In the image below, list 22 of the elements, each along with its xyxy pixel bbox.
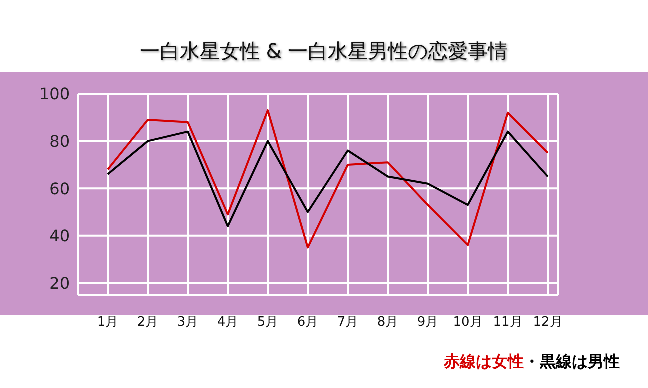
x-tick-label: 1月 <box>97 315 119 330</box>
line-series <box>107 110 549 249</box>
x-tick-label: 7月 <box>337 315 359 330</box>
x-tick-label: 6月 <box>297 315 319 330</box>
x-tick-label: 12月 <box>533 315 563 330</box>
text: 赤線は女性 <box>444 352 524 371</box>
y-tick-label: 20 <box>50 274 70 293</box>
y-tick-label: 40 <box>50 226 70 246</box>
line-series <box>107 130 549 228</box>
x-tick-label: 4月 <box>217 315 239 330</box>
chart-title: 一白水星女性 & 一白水星男性の恋愛事情 <box>138 38 510 65</box>
x-tick-label: 3月 <box>177 315 199 330</box>
x-tick-label: 9月 <box>417 315 439 330</box>
x-tick-label: 11月 <box>493 315 523 330</box>
x-tick-label: 10月 <box>453 315 483 330</box>
text: ・黒線は男性 <box>524 352 620 371</box>
y-tick-label: 80 <box>50 132 70 151</box>
x-tick-label: 5月 <box>257 315 279 330</box>
x-tick-label: 2月 <box>137 315 159 330</box>
x-tick-label: 8月 <box>377 315 399 330</box>
y-tick-label: 60 <box>50 179 70 198</box>
y-tick-label: 100 <box>39 84 70 104</box>
